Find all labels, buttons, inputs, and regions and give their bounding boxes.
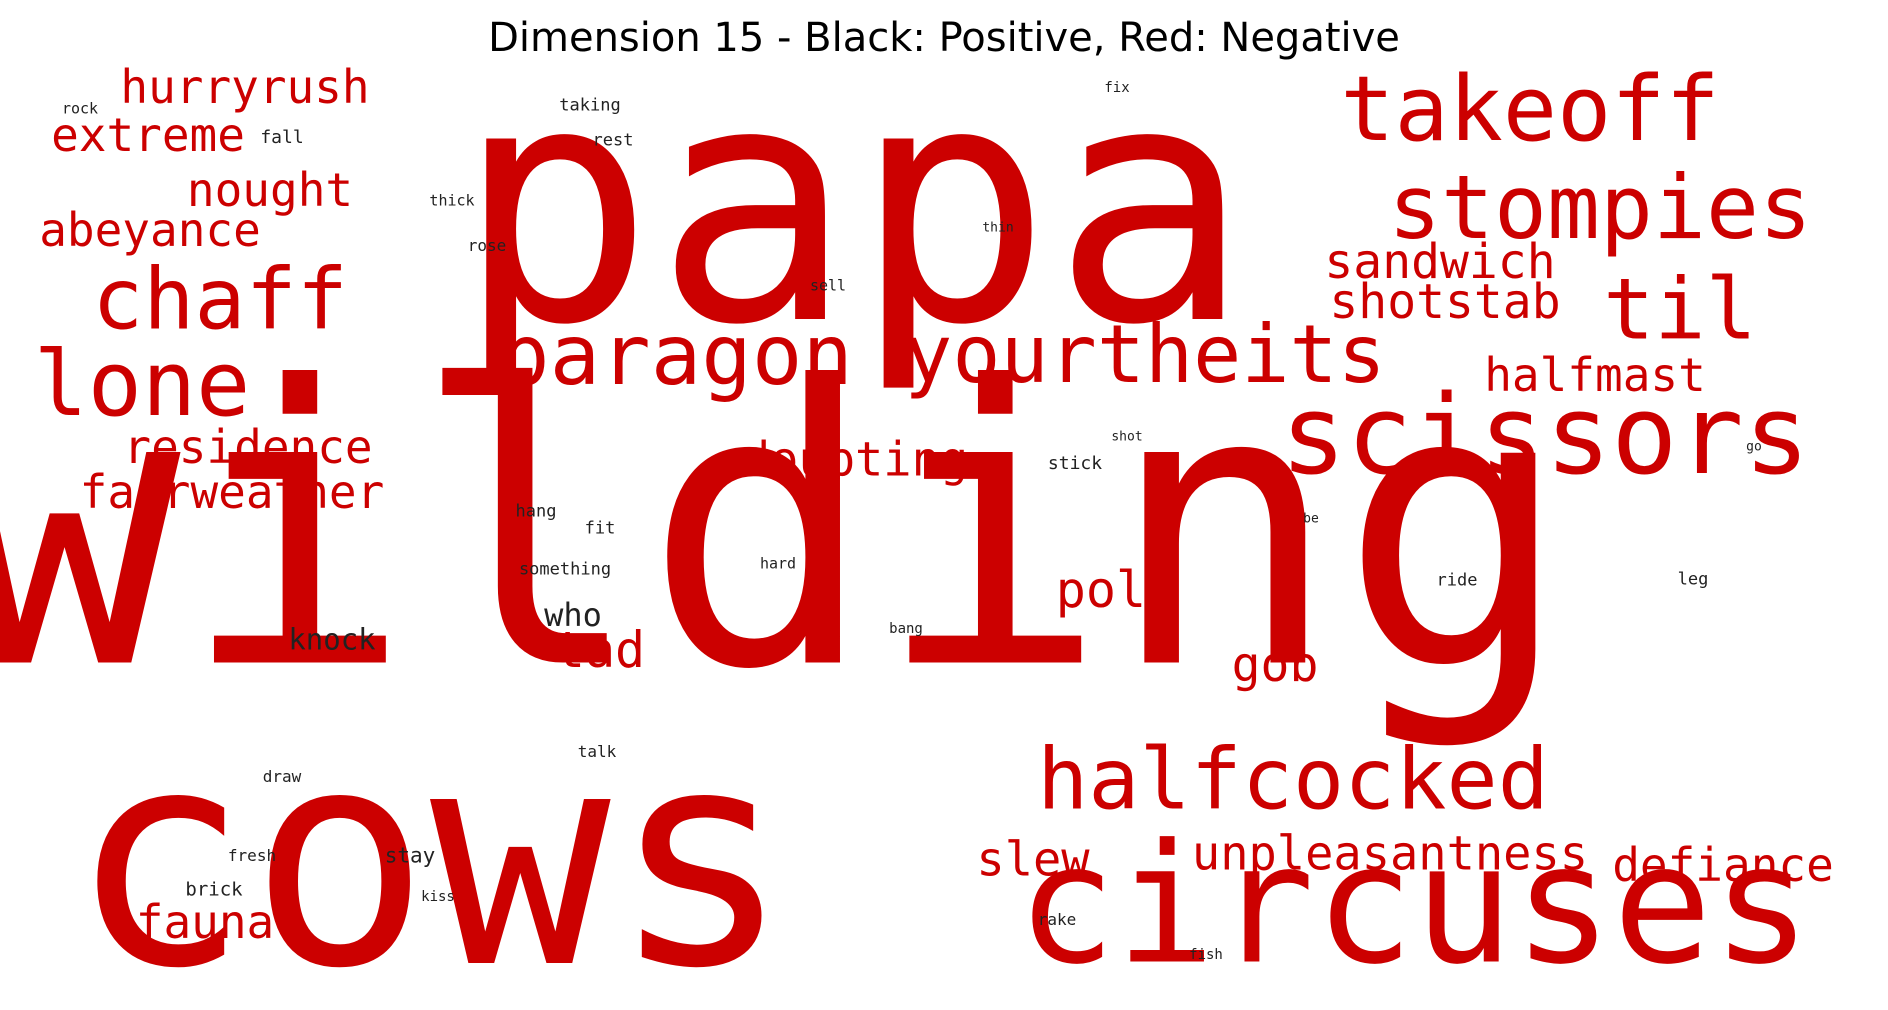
word-draw: draw (262, 767, 302, 786)
word-hurryrush: hurryrush (120, 60, 370, 114)
word-residence: residence (123, 420, 373, 474)
word-fix: fix (1104, 80, 1130, 96)
word-wilding: wilding (0, 305, 1572, 754)
word-stick: stick (1047, 453, 1103, 474)
word-abeyance: abeyance (39, 203, 261, 257)
word-thin: thin (982, 220, 1014, 236)
word-stompies: stompies (1388, 156, 1812, 259)
word-extreme: extreme (51, 108, 245, 162)
word-halfcocked: halfcocked (1037, 730, 1549, 830)
word-chaff: chaff (92, 250, 348, 350)
word-unpleasantness: unpleasantness (1191, 826, 1589, 882)
word-taking: taking (559, 95, 621, 116)
word-fairweather: fairweather (79, 465, 385, 519)
word-fauna: fauna (135, 895, 275, 949)
word-thick: thick (429, 191, 475, 210)
word-halfmast: halfmast (1484, 348, 1706, 402)
word-go: go (1746, 439, 1762, 455)
word-be: be (1303, 511, 1319, 527)
word-sandwich: sandwich (1324, 234, 1556, 290)
word-bang: bang (889, 621, 923, 637)
word-tad: tad (554, 621, 646, 679)
word-gob: gob (1231, 637, 1319, 693)
word-defiance: defiance (1612, 838, 1834, 892)
word-rose: rose (467, 236, 507, 255)
word-who: who (544, 596, 602, 634)
word-rock: rock (61, 99, 99, 118)
word-doubting: doubting (741, 432, 969, 488)
word-poll: poll (1055, 561, 1177, 619)
word-hard: hard (759, 554, 797, 573)
word-fresh: fresh (227, 846, 277, 865)
word-circuses: circuses (1016, 808, 1812, 1001)
word-talk: talk (577, 742, 617, 761)
word-hang: hang (515, 501, 557, 522)
word-brick: brick (185, 878, 243, 901)
word-shot: shot (1111, 429, 1143, 445)
word-fit: fit (584, 518, 616, 539)
word-fall: fall (260, 127, 304, 148)
page-title: Dimension 15 - Black: Positive, Red: Neg… (488, 15, 1400, 61)
word-nought: nought (186, 163, 354, 217)
word-cows: cows (68, 685, 792, 1010)
word-til: til (1603, 260, 1757, 360)
word-knock: knock (288, 622, 376, 657)
word-sell: sell (809, 276, 847, 295)
word-kiss: kiss (421, 889, 455, 905)
word-ride: ride (1436, 570, 1478, 591)
word-something: something (518, 559, 612, 580)
word-scissors: scissors (1280, 371, 1810, 499)
word-rest: rest (592, 130, 634, 151)
word-takeoff: takeoff (1340, 57, 1720, 162)
word-lone: lone (33, 332, 251, 437)
word-leg: leg (1677, 569, 1709, 590)
word-fish: fish (1189, 947, 1223, 963)
word-stay: stay (384, 843, 436, 868)
word-rake: rake (1037, 910, 1077, 929)
word-yourtheits: yourtheits (904, 308, 1386, 401)
word-shotstab: shotstab (1329, 274, 1561, 330)
word-paragon: paragon (498, 306, 854, 404)
word-papa: papa (455, 13, 1251, 397)
word-slew: slew (976, 832, 1090, 888)
